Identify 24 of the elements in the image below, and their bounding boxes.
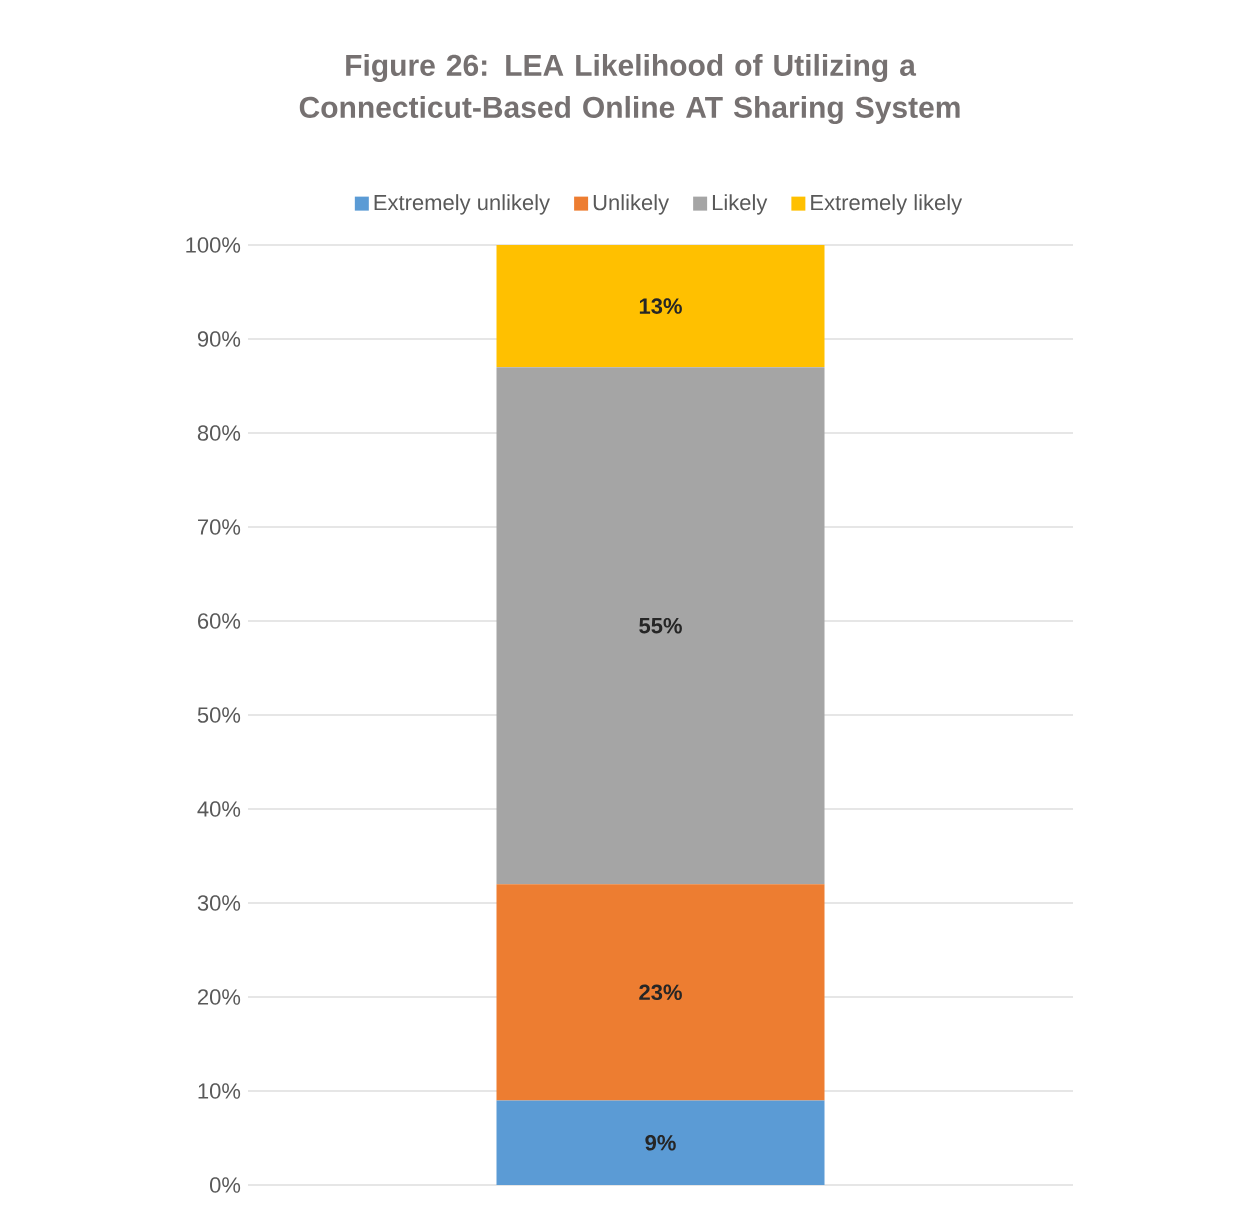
legend-label: Extremely likely bbox=[811, 194, 963, 215]
data-label: 9% bbox=[645, 1134, 676, 1151]
y-tick-label: 60% bbox=[198, 613, 241, 629]
y-tick-label: 30% bbox=[197, 895, 241, 911]
bar bbox=[496, 1100, 825, 1185]
bar bbox=[496, 884, 825, 1101]
legend-label: Extremely unlikely bbox=[374, 194, 550, 215]
y-tick-label: 90% bbox=[197, 331, 241, 347]
y-tick-label: 50% bbox=[197, 707, 241, 723]
legend-label: Unlikely bbox=[593, 194, 670, 215]
chart-title: Figure 26: LEA Likelihood of Utilizing a Connecticut-Based Online AT Sharing System bbox=[299, 53, 960, 125]
legend-label: Likely bbox=[712, 194, 768, 215]
y-tick-label: 40% bbox=[197, 801, 241, 817]
y-tick-label: 80% bbox=[197, 425, 241, 441]
y-tick-label: 0% bbox=[209, 1177, 241, 1193]
y-tick-label: 70% bbox=[198, 519, 241, 535]
bar bbox=[496, 367, 825, 885]
data-label: 23% bbox=[639, 984, 682, 1001]
bar bbox=[496, 244, 825, 368]
y-tick-label: 100% bbox=[186, 237, 241, 253]
data-label: 13% bbox=[639, 298, 682, 314]
y-tick-label: 20% bbox=[198, 989, 241, 1005]
data-label: 55% bbox=[639, 617, 682, 634]
y-tick-label: 10% bbox=[198, 1083, 241, 1099]
